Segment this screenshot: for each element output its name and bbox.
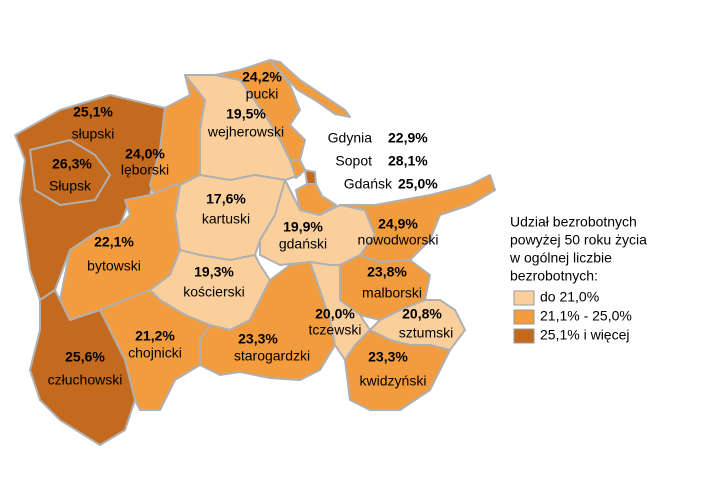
region-value: 25,6% [65,349,105,365]
legend-swatch [513,309,535,325]
region-name: chojnicki [128,345,182,361]
city-shape [304,169,317,185]
region-value: 26,3% [52,156,92,172]
region-shape [344,329,451,411]
city-shape [295,183,337,216]
legend-label: do 21,0% [540,289,599,305]
region-name: nowodworski [358,232,439,248]
region-value: 23,8% [367,264,407,280]
region-value: 25,1% [73,104,113,120]
legend-title: bezrobotnych: [510,268,598,284]
region-shape [29,289,136,446]
region-name: wejherowski [207,124,284,140]
region-value: 21,2% [135,328,175,344]
region-name: tczewski [309,322,362,338]
region-value: 24,2% [242,69,282,85]
region-value: 19,5% [226,106,266,122]
legend-title: w ogólnej liczbie [509,250,612,266]
city-name: Gdańsk [344,176,393,192]
city-value: 22,9% [388,130,428,146]
legend-swatch [513,290,535,306]
region-value: 24,0% [125,146,165,162]
region-shape [29,139,111,206]
region-value: 20,8% [402,306,442,322]
region-name: Słupsk [49,178,92,194]
region-name: człuchowski [48,372,123,388]
city-name: Sopot [335,153,372,169]
region-name: lęborski [121,162,169,178]
city-name: Gdynia [328,130,373,146]
region-name: bytowski [87,258,141,274]
region-name: kartuski [202,211,250,227]
region-value: 23,3% [368,349,408,365]
region-shape [339,174,496,263]
region-value: 23,3% [238,331,278,347]
region-name: kościerski [183,284,244,300]
region-shape [269,59,351,118]
region-name: słupski [72,126,115,142]
legend-swatch [513,328,535,344]
city-value: 28,1% [388,153,428,169]
region-name: kwidzyński [360,373,427,389]
region-name: sztumski [399,325,453,341]
region-name: gdański [279,236,327,252]
legend-title: powyżej 50 roku życia [510,232,647,248]
region-value: 24,9% [378,216,418,232]
region-value: 20,0% [315,306,355,322]
region-value: 19,3% [194,264,234,280]
region-shape [184,74,301,181]
region-name: pucki [246,86,279,102]
region-name: malborski [362,285,422,301]
legend-title: Udział bezrobotnych [510,214,637,230]
region-value: 19,9% [283,219,323,235]
region-name: starogardzki [234,348,310,364]
legend-label: 21,1% - 25,0% [540,308,632,324]
legend-label: 25,1% i więcej [540,327,630,343]
city-value: 25,0% [398,176,438,192]
regions [14,59,496,446]
region-value: 22,1% [94,234,134,250]
region-value: 17,6% [206,191,246,207]
